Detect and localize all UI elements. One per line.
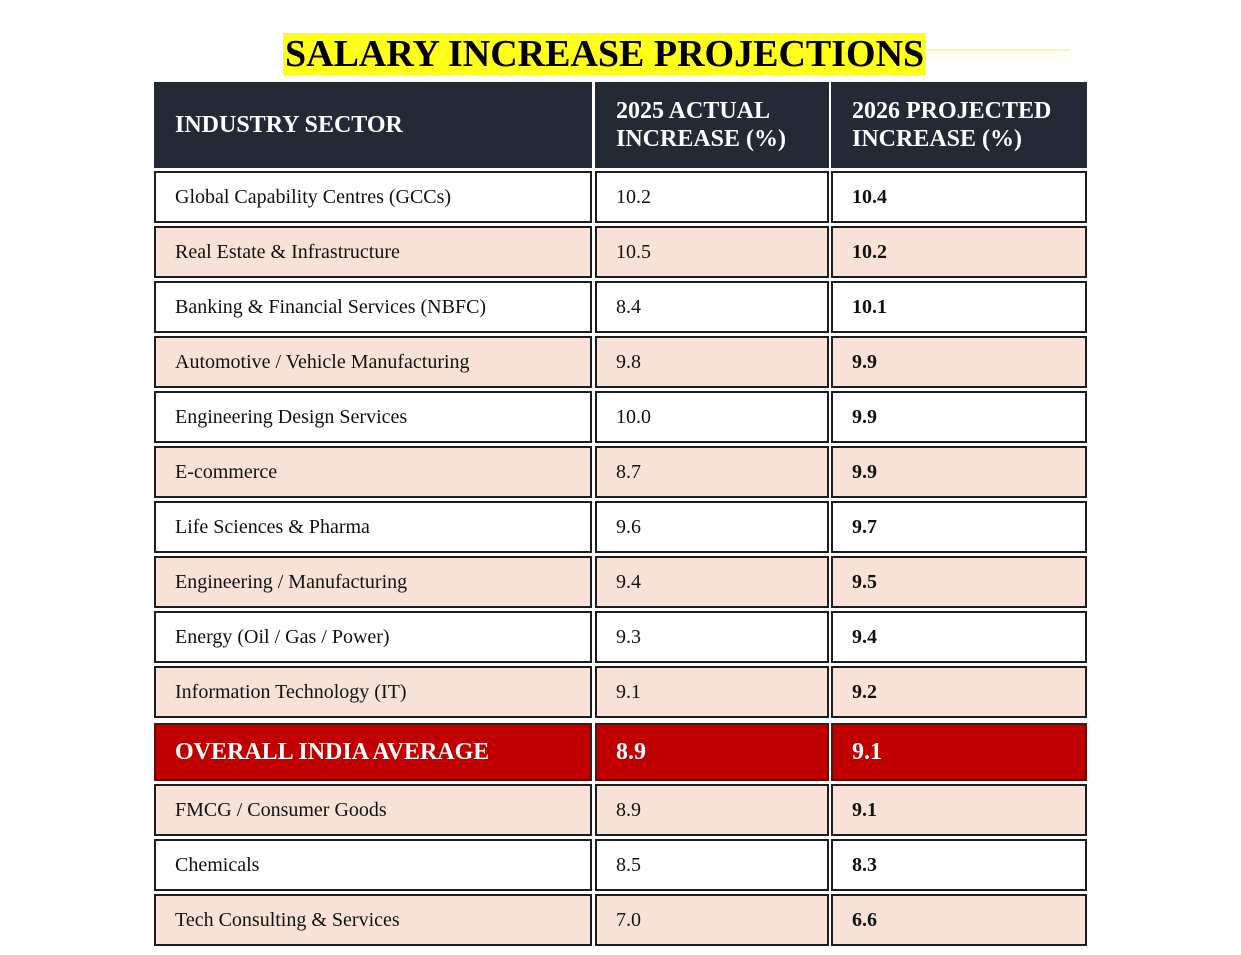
header-2026-line-2: INCREASE (%) [852,126,1023,152]
actual-2025-cell: 10.5 [595,226,829,278]
header-cell-2026-projected: 2026 PROJECTED INCREASE (%) [831,82,1087,168]
actual-2025-cell: 8.4 [595,281,829,333]
actual-2025-cell: 8.7 [595,446,829,498]
actual-2025-cell: 10.2 [595,171,829,223]
actual-2025-cell: 9.4 [595,556,829,608]
overall-average-2026: 9.1 [831,723,1087,781]
sector-cell: Real Estate & Infrastructure [154,226,592,278]
actual-2025-cell: 9.8 [595,336,829,388]
sector-cell: FMCG / Consumer Goods [154,784,592,836]
sector-cell: Energy (Oil / Gas / Power) [154,611,592,663]
actual-2025-cell: 9.1 [595,666,829,718]
actual-2025-cell: 8.5 [595,839,829,891]
header-cell-2025-actual: 2025 ACTUAL INCREASE (%) [595,82,829,168]
sector-cell: Information Technology (IT) [154,666,592,718]
header-2026-line-1: 2026 PROJECTED [852,98,1052,124]
projected-2026-cell: 9.9 [831,391,1087,443]
header-cell-sector: INDUSTRY SECTOR [154,82,592,168]
actual-2025-cell: 10.0 [595,391,829,443]
title-underline-divider [928,49,1070,51]
projected-2026-cell: 10.1 [831,281,1087,333]
page-title: SALARY INCREASE PROJECTIONS [283,33,927,75]
projected-2026-cell: 9.2 [831,666,1087,718]
actual-2025-cell: 7.0 [595,894,829,946]
sector-cell: Tech Consulting & Services [154,894,592,946]
actual-2025-cell: 8.9 [595,784,829,836]
projected-2026-cell: 9.9 [831,446,1087,498]
sector-cell: Banking & Financial Services (NBFC) [154,281,592,333]
actual-2025-cell: 9.3 [595,611,829,663]
projected-2026-cell: 10.4 [831,171,1087,223]
sector-cell: Automotive / Vehicle Manufacturing [154,336,592,388]
sector-cell: Global Capability Centres (GCCs) [154,171,592,223]
overall-average-2025: 8.9 [595,723,829,781]
actual-2025-cell: 9.6 [595,501,829,553]
projected-2026-cell: 9.9 [831,336,1087,388]
header-sector-label: INDUSTRY SECTOR [175,112,403,138]
sector-cell: Life Sciences & Pharma [154,501,592,553]
sector-cell: Chemicals [154,839,592,891]
overall-average-label: OVERALL INDIA AVERAGE [154,723,592,781]
projected-2026-cell: 9.1 [831,784,1087,836]
projected-2026-cell: 10.2 [831,226,1087,278]
sector-cell: E-commerce [154,446,592,498]
header-2025-line-2: INCREASE (%) [616,126,787,152]
projected-2026-cell: 8.3 [831,839,1087,891]
projected-2026-cell: 9.7 [831,501,1087,553]
sector-cell: Engineering / Manufacturing [154,556,592,608]
projected-2026-cell: 6.6 [831,894,1087,946]
header-2025-line-1: 2025 ACTUAL [616,98,771,124]
projected-2026-cell: 9.4 [831,611,1087,663]
projected-2026-cell: 9.5 [831,556,1087,608]
sector-cell: Engineering Design Services [154,391,592,443]
